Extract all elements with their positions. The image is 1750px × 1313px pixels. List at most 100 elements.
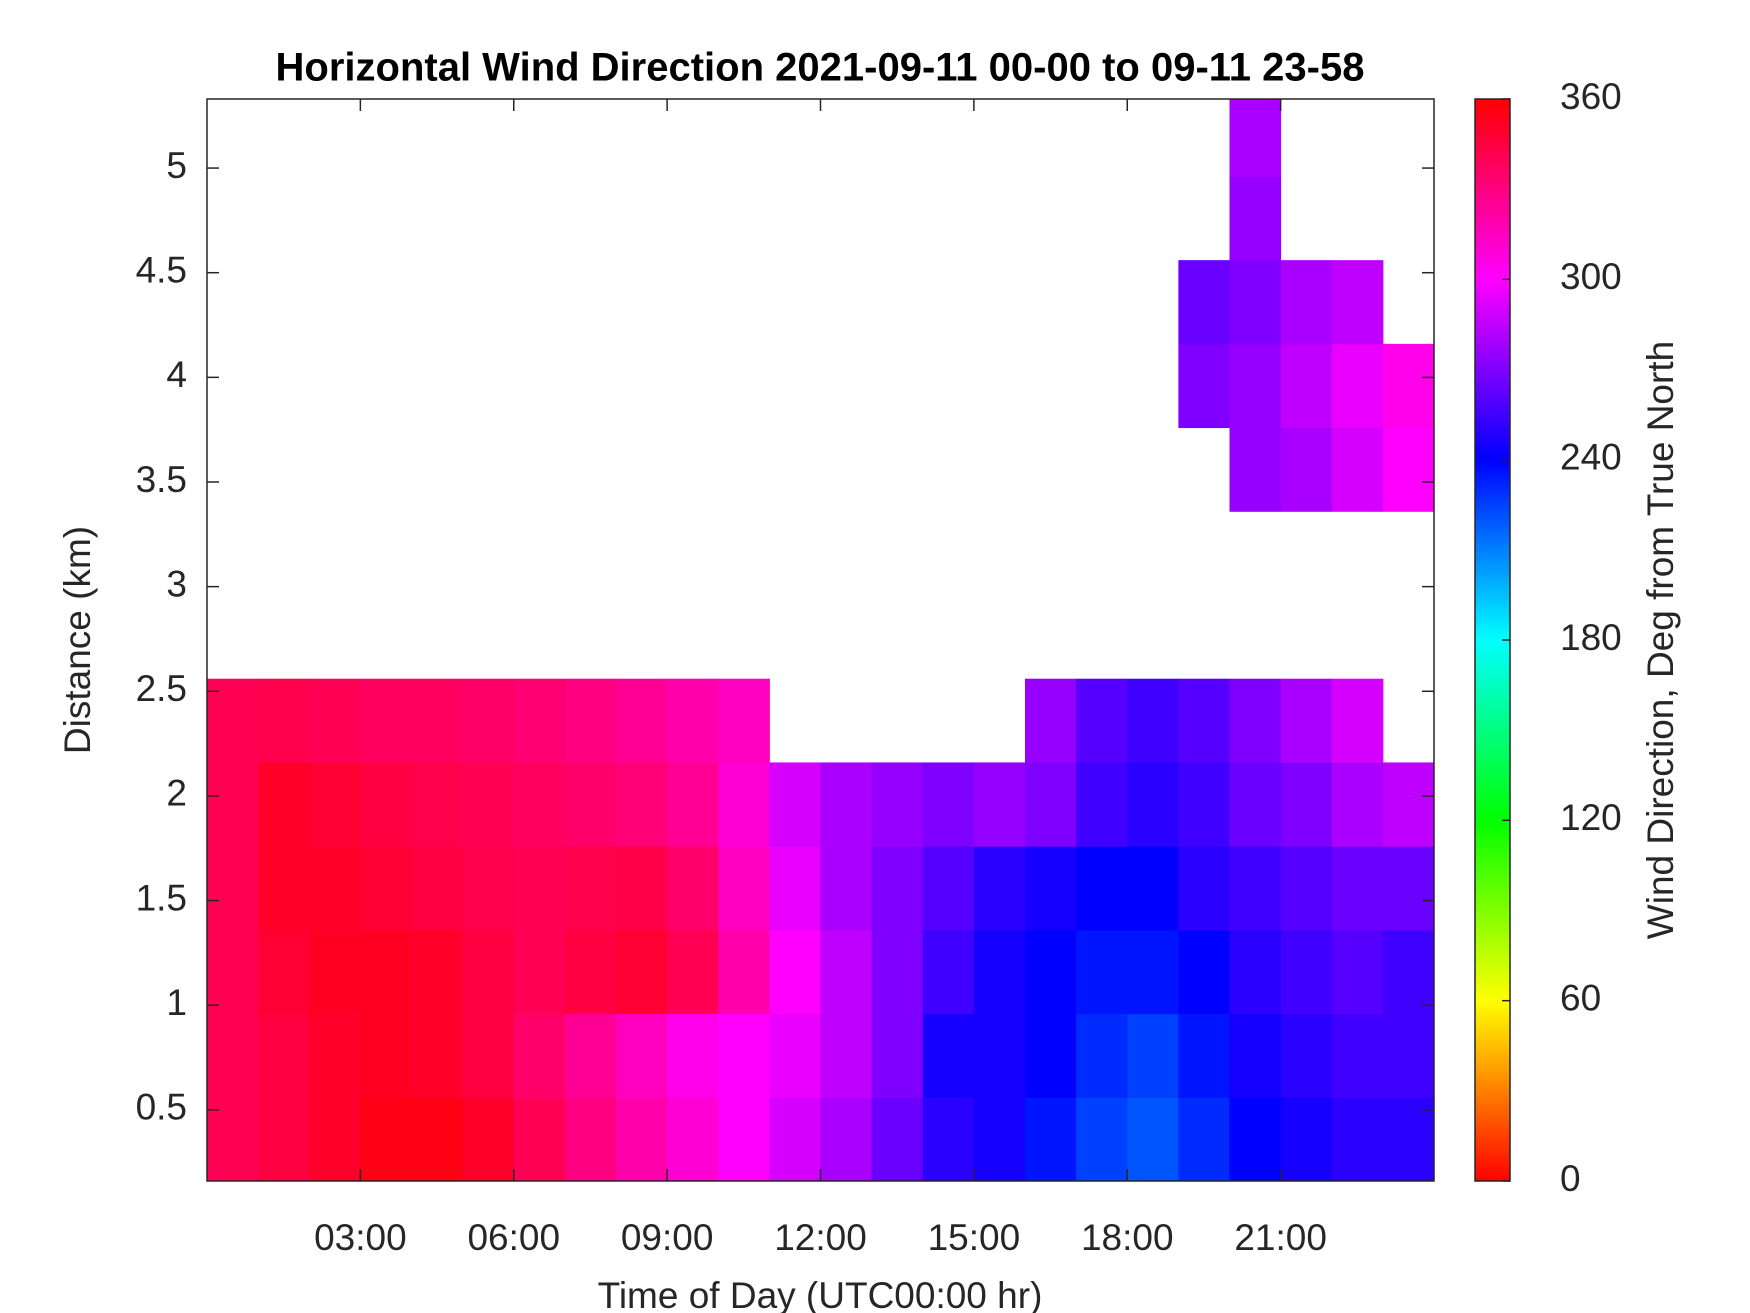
heatmap-cell — [973, 1013, 1026, 1098]
heatmap-cell — [258, 929, 310, 1015]
heatmap-cell — [513, 1013, 566, 1098]
heatmap-cell — [1076, 1013, 1128, 1098]
heatmap-cell — [258, 1013, 310, 1098]
colorbar-label: Wind Direction, Deg from True North — [1640, 341, 1681, 939]
heatmap-cell — [871, 846, 924, 931]
y-tick-label: 1 — [166, 982, 187, 1023]
heatmap-cell — [820, 929, 873, 1015]
heatmap-cell — [1331, 678, 1384, 763]
y-tick-label: 2 — [166, 773, 187, 814]
y-tick-label: 3 — [166, 563, 187, 604]
heatmap-cell — [1331, 427, 1384, 512]
heatmap-cell — [309, 1097, 361, 1181]
heatmap-cell — [258, 846, 310, 931]
heatmap-cell — [1229, 846, 1282, 931]
heatmap-cell — [1025, 678, 1077, 763]
y-axis-label: Distance (km) — [57, 526, 98, 754]
heatmap-cell — [769, 762, 821, 847]
heatmap-cell — [1178, 1097, 1230, 1181]
heatmap-cell — [922, 762, 975, 847]
heatmap-cell — [207, 929, 259, 1015]
heatmap-cell — [1127, 846, 1179, 931]
heatmap-cell — [1127, 762, 1179, 847]
heatmap-cell — [1229, 427, 1282, 512]
heatmap-cell — [1280, 678, 1333, 763]
heatmap-cell — [462, 762, 515, 847]
heatmap-cell — [1382, 762, 1434, 847]
y-tick-label: 1.5 — [136, 877, 187, 918]
colorbar-tick-label: 300 — [1560, 256, 1622, 297]
heatmap-cell — [207, 1097, 259, 1181]
heatmap-cell — [871, 762, 924, 847]
heatmap-cell — [1127, 1097, 1179, 1181]
heatmap-cell — [1229, 1097, 1282, 1181]
y-tick-label: 2.5 — [136, 668, 187, 709]
heatmap-cell — [1331, 260, 1384, 345]
heatmap-cell — [871, 929, 924, 1015]
heatmap-cell — [1025, 1097, 1077, 1181]
heatmap-cell — [718, 678, 770, 763]
heatmap-cell — [922, 1097, 975, 1181]
heatmap-cell — [360, 1097, 412, 1181]
heatmap-cell — [1280, 260, 1333, 345]
heatmap-cell — [1025, 1013, 1077, 1098]
heatmap-cell — [616, 762, 668, 847]
heatmap-cell — [667, 929, 719, 1015]
y-tick-label: 5 — [166, 145, 187, 186]
heatmap-cell — [411, 1013, 464, 1098]
heatmap-cell — [462, 1013, 515, 1098]
heatmap-cell — [258, 1097, 310, 1181]
heatmap-cell — [360, 678, 412, 763]
heatmap-cell — [769, 929, 821, 1015]
heatmap-cell — [973, 846, 1026, 931]
heatmap-cell — [1178, 762, 1230, 847]
heatmap-cell — [207, 678, 259, 763]
heatmap-cell — [1331, 929, 1384, 1015]
heatmap-cell — [922, 929, 975, 1015]
heatmap-cell — [1229, 1013, 1282, 1098]
heatmap-cell — [1127, 678, 1179, 763]
heatmap-cell — [564, 929, 617, 1015]
heatmap-cell — [1076, 846, 1128, 931]
heatmap-cell — [411, 846, 464, 931]
heatmap-cell — [462, 1097, 515, 1181]
colorbar-tick-label: 60 — [1560, 977, 1601, 1018]
heatmap-cell — [1178, 929, 1230, 1015]
heatmap-cell — [1127, 1013, 1179, 1098]
heatmap-cell — [1382, 427, 1434, 512]
heatmap-cell — [616, 846, 668, 931]
x-tick-label: 03:00 — [314, 1217, 407, 1258]
heatmap-cell — [718, 1013, 770, 1098]
colorbar-tick-label: 120 — [1560, 797, 1622, 838]
heatmap-cell — [207, 846, 259, 931]
x-tick-label: 12:00 — [774, 1217, 867, 1258]
heatmap-cell — [309, 1013, 361, 1098]
heatmap-cell — [1280, 427, 1333, 512]
heatmap-cell — [616, 1097, 668, 1181]
heatmap-cell — [564, 846, 617, 931]
colorbar-tick-label: 240 — [1560, 436, 1622, 477]
heatmap-cell — [1229, 343, 1282, 429]
heatmap-cell — [360, 1013, 412, 1098]
heatmap-cell — [718, 1097, 770, 1181]
y-tick-label: 3.5 — [136, 459, 187, 500]
x-tick-label: 21:00 — [1234, 1217, 1327, 1258]
heatmap-cell — [513, 846, 566, 931]
heatmap-cell — [1280, 343, 1333, 429]
heatmap-cell — [871, 1013, 924, 1098]
heatmap-cell — [462, 678, 515, 763]
heatmap-cell — [1229, 260, 1282, 345]
colorbar-tick-label: 0 — [1560, 1158, 1581, 1199]
heatmap-cell — [513, 929, 566, 1015]
heatmap-cell — [1331, 343, 1384, 429]
heatmap-cell — [309, 678, 361, 763]
heatmap-cell — [360, 846, 412, 931]
heatmap-cell — [871, 1097, 924, 1181]
heatmap-cell — [1280, 1097, 1333, 1181]
heatmap-cell — [973, 929, 1026, 1015]
heatmap-cell — [1280, 929, 1333, 1015]
heatmap-cell — [1076, 1097, 1128, 1181]
heatmap-cell — [1178, 343, 1230, 429]
heatmap-cell — [1382, 343, 1434, 429]
heatmap-cell — [667, 846, 719, 931]
